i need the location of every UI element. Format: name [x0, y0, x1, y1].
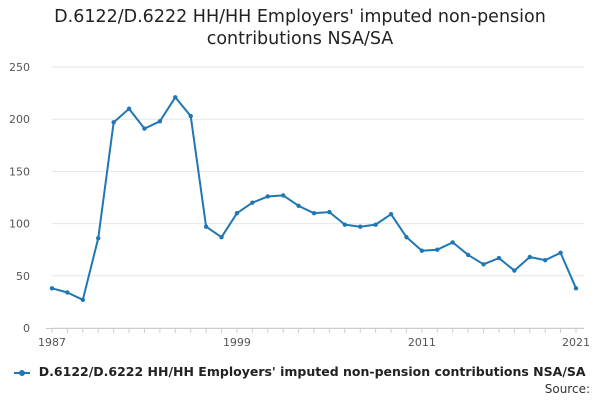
data-point[interactable] — [358, 224, 363, 229]
series-group — [49, 95, 579, 303]
data-point[interactable] — [157, 119, 163, 124]
data-point[interactable] — [80, 297, 86, 303]
y-tick-label: 200 — [9, 113, 30, 126]
legend[interactable]: D.6122/D.6222 HH/HH Employers' imputed n… — [0, 364, 600, 379]
data-point[interactable] — [558, 250, 563, 256]
data-point[interactable] — [65, 290, 70, 295]
data-point[interactable] — [496, 255, 502, 261]
y-tick-label: 0 — [23, 322, 30, 335]
data-point[interactable] — [250, 200, 255, 205]
data-point[interactable] — [296, 203, 301, 209]
data-point[interactable] — [126, 106, 132, 111]
data-point[interactable] — [265, 194, 270, 199]
data-point[interactable] — [450, 240, 455, 245]
data-point[interactable] — [173, 95, 178, 100]
data-point[interactable] — [342, 222, 348, 227]
data-point[interactable] — [280, 193, 286, 198]
y-tick-label: 150 — [9, 165, 30, 178]
grid-lines — [52, 66, 584, 329]
data-point[interactable] — [219, 234, 224, 240]
data-point[interactable] — [188, 113, 193, 119]
data-point[interactable] — [203, 224, 209, 229]
data-point[interactable] — [142, 126, 147, 131]
data-point[interactable] — [419, 248, 425, 253]
data-point[interactable] — [111, 120, 116, 125]
data-point[interactable] — [311, 210, 317, 216]
data-point[interactable] — [435, 247, 440, 252]
source-label: Source: — [544, 382, 590, 396]
data-point[interactable] — [49, 286, 55, 291]
y-axis: 0 50 100 150 200 250 — [9, 61, 30, 335]
x-tick-label: 1987 — [38, 336, 66, 349]
data-point[interactable] — [96, 236, 101, 241]
data-point[interactable] — [481, 262, 486, 267]
x-tick-label: 1999 — [223, 336, 251, 349]
data-point[interactable] — [573, 286, 579, 291]
x-axis: 1987 1999 2011 2021 — [38, 328, 590, 349]
data-point[interactable] — [527, 254, 532, 260]
legend-label: D.6122/D.6222 HH/HH Employers' imputed n… — [38, 364, 586, 379]
data-point[interactable] — [388, 212, 394, 217]
chart-title-line1: D.6122/D.6222 HH/HH Employers' imputed n… — [54, 7, 546, 27]
series-line — [51, 96, 577, 301]
x-tick-label: 2011 — [408, 336, 436, 349]
y-tick-label: 50 — [16, 270, 30, 283]
data-point[interactable] — [404, 234, 409, 240]
chart-title-line2: contributions NSA/SA — [206, 29, 394, 49]
y-tick-label: 100 — [9, 218, 30, 231]
legend-swatch — [14, 369, 31, 376]
data-point[interactable] — [373, 222, 378, 227]
data-point[interactable] — [234, 210, 240, 216]
y-tick-label: 250 — [9, 61, 30, 74]
data-point[interactable] — [512, 268, 517, 273]
data-point[interactable] — [465, 252, 471, 258]
data-point[interactable] — [327, 209, 332, 215]
data-point[interactable] — [542, 257, 548, 263]
x-tick-label: 2021 — [562, 336, 590, 349]
chart-title: D.6122/D.6222 HH/HH Employers' imputed n… — [0, 6, 600, 50]
